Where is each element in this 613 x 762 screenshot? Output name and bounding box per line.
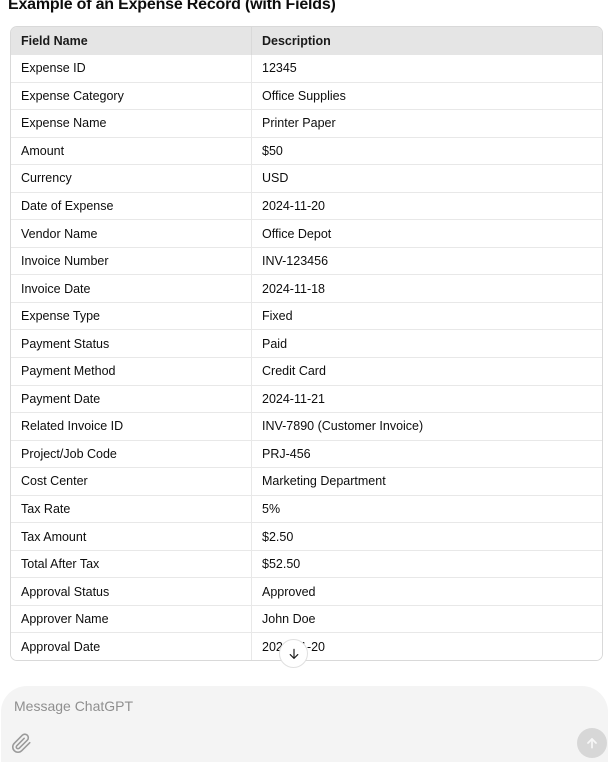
description-cell: 2024-11-20	[262, 199, 326, 213]
field-name-cell: Expense ID	[11, 55, 252, 82]
expense-record-table: Field Name Description Expense ID 12345 Ex…	[10, 26, 603, 661]
field-name-cell: Tax Rate	[11, 495, 252, 523]
table-row: Payment Method Credit Card	[11, 357, 602, 385]
description-cell: Approved	[262, 584, 316, 599]
field-name-cell: Related Invoice ID	[11, 413, 252, 440]
table-body: Expense ID 12345 Expense Category Office Su…	[11, 55, 602, 660]
page-title: Example of an Expense Record (with Field…	[8, 0, 336, 13]
description-cell: Credit Card	[262, 364, 326, 379]
description-cell: Marketing Department	[262, 474, 386, 489]
description-cell: 12345	[262, 61, 297, 76]
field-name-cell: Approver Name	[11, 605, 252, 633]
description-cell: INV-7890 (Customer Invoice)	[262, 419, 424, 434]
table-row: Currency USD	[11, 164, 602, 192]
attach-file-button[interactable]	[9, 731, 33, 755]
field-name-cell: Amount	[11, 137, 252, 165]
table-row: Cost Center Marketing Department	[11, 467, 602, 495]
table-row: Approval Status Approved	[11, 577, 602, 605]
field-name-cell: Expense Category	[11, 82, 252, 110]
field-name-cell: Cost Center	[11, 468, 252, 495]
table-row: Invoice Date 2024-11-18	[11, 274, 602, 302]
field-name-cell: Tax Amount	[11, 523, 252, 550]
description-cell: Office Supplies	[262, 88, 346, 103]
description-cell: 2024-11-21	[262, 391, 326, 406]
field-name-cell: Vendor Name	[11, 220, 252, 247]
field-name-cell: Project/Job Code	[11, 440, 252, 468]
send-message-button[interactable]	[577, 728, 607, 758]
field-name-cell: Payment Status	[11, 330, 252, 358]
arrow-up-icon	[584, 735, 600, 751]
field-name-cell: Payment Method	[11, 358, 252, 385]
table-row: Amount $50	[11, 136, 602, 165]
description-cell: Fixed	[262, 309, 293, 324]
description-cell: 5%	[262, 502, 281, 517]
table-row: Expense Category Office Supplies	[11, 81, 602, 110]
column-header-description: Description	[262, 34, 331, 48]
table-row: Tax Amount $2.50	[11, 522, 602, 550]
field-name-cell: Expense Name	[11, 110, 252, 137]
field-name-cell: Currency	[11, 165, 252, 192]
description-cell: PRJ-456	[262, 446, 311, 461]
table-row: Expense Name Printer Paper	[11, 109, 602, 137]
table-row: Approver Name John Doe	[11, 604, 602, 633]
description-cell: USD	[262, 171, 289, 186]
field-name-cell: Expense Type	[11, 302, 252, 330]
table-header-row: Field Name Description	[11, 27, 602, 55]
column-header-field-name: Field Name	[11, 27, 252, 55]
scroll-down-button[interactable]	[279, 639, 308, 668]
field-name-cell: Date of Expense	[11, 192, 252, 220]
field-name-cell: Invoice Date	[11, 275, 252, 302]
table-row: Payment Status Paid	[11, 329, 602, 358]
field-name-cell: Approval Date	[11, 633, 252, 660]
field-name-cell: Approval Status	[11, 578, 252, 605]
table-row: Vendor Name Office Depot	[11, 219, 602, 247]
table-row: Tax Rate 5%	[11, 494, 602, 523]
field-name-cell: Total After Tax	[11, 550, 252, 578]
table-row: Total After Tax $52.50	[11, 549, 602, 578]
table-row: Date of Expense 2024-11-20	[11, 191, 602, 220]
description-cell: Paid	[262, 336, 288, 351]
description-cell: $2.50	[262, 529, 294, 544]
table-row: Project/Job Code PRJ-456	[11, 439, 602, 468]
table-row: Payment Date 2024-11-21	[11, 384, 602, 413]
table-row: Related Invoice ID INV-7890 (Customer Inv…	[11, 412, 602, 440]
table-row: Expense ID 12345	[11, 55, 602, 82]
description-cell: $52.50	[262, 557, 301, 572]
arrow-down-icon	[287, 647, 301, 661]
message-input[interactable]: Message ChatGPT	[14, 698, 134, 714]
table-row: Expense Type Fixed	[11, 301, 602, 330]
field-name-cell: Invoice Number	[11, 247, 252, 275]
description-cell: $50	[262, 143, 283, 158]
table-row: Invoice Number INV-123456	[11, 246, 602, 275]
description-cell: Office Depot	[262, 226, 332, 241]
description-cell: INV-123456	[262, 254, 329, 269]
description-cell: Printer Paper	[262, 116, 336, 131]
field-name-cell: Payment Date	[11, 385, 252, 413]
paperclip-icon	[11, 732, 32, 754]
description-cell: 2024-11-18	[262, 281, 326, 296]
message-composer: Message ChatGPT	[1, 686, 608, 762]
description-cell: John Doe	[262, 612, 316, 627]
